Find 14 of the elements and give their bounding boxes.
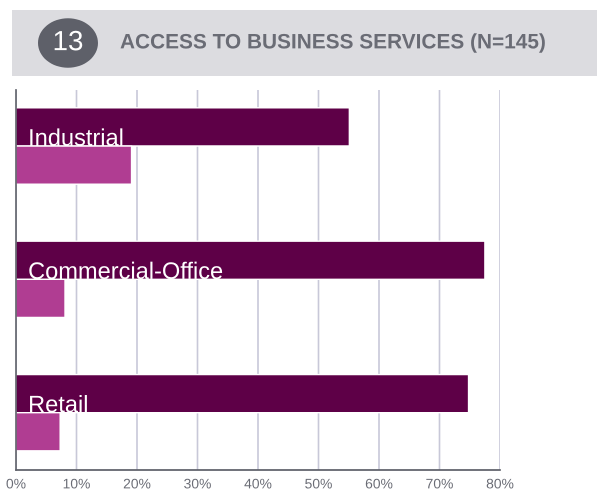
y-tick-label: Industrial xyxy=(30,128,122,146)
text: 13 xyxy=(54,30,82,50)
x-tick-label: 80% xyxy=(486,478,514,489)
x-tick-label: 40% xyxy=(244,478,272,489)
x-tick-label: 10% xyxy=(64,478,90,489)
x-tick-label: 0% xyxy=(6,478,26,489)
x-tick-label: 70% xyxy=(426,478,453,489)
x-tick-label: 60% xyxy=(366,478,392,489)
chart-title: ACCESS TO BUSINESS SERVICES (N=145) xyxy=(120,33,545,53)
y-tick-label: Commercial-Office xyxy=(29,262,222,280)
x-tick-label: 50% xyxy=(305,478,332,489)
y-tick-label: Retail xyxy=(30,394,87,412)
x-tick-label: 20% xyxy=(124,478,150,489)
x-tick-label: 30% xyxy=(184,478,211,489)
